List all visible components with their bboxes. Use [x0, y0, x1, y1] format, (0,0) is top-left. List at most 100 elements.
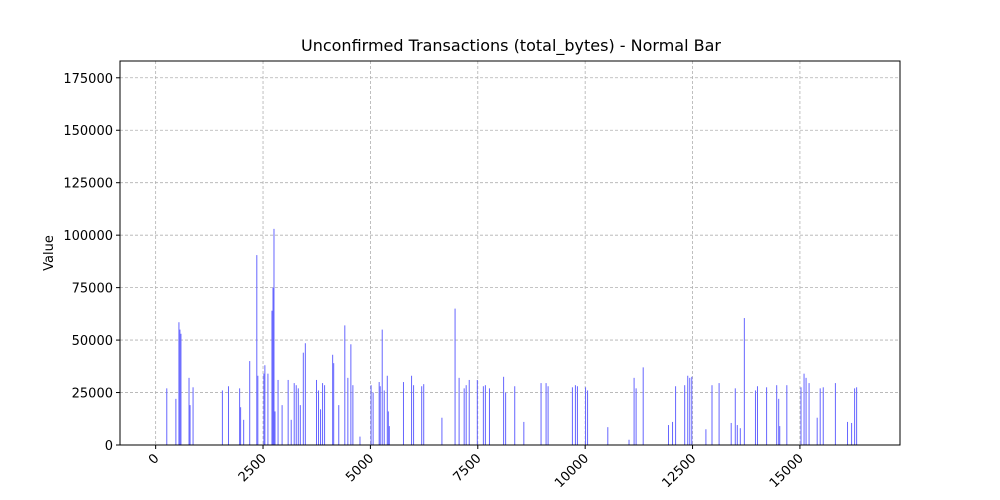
bar — [482, 386, 484, 445]
bar — [458, 377, 460, 445]
bar — [734, 388, 736, 445]
bar — [766, 387, 768, 445]
bar — [272, 287, 274, 445]
bar — [488, 388, 490, 445]
y-tick-label: 25000 — [72, 387, 113, 402]
bar — [687, 375, 689, 445]
bar — [189, 405, 191, 445]
bar — [333, 363, 335, 445]
bar — [287, 379, 289, 445]
bar — [271, 310, 273, 445]
bar — [851, 422, 853, 445]
y-tick-label: 0 — [105, 439, 113, 454]
bar — [359, 436, 361, 445]
bar — [743, 318, 745, 445]
bar — [227, 386, 229, 445]
bar — [290, 419, 292, 445]
bar — [776, 385, 778, 445]
bar — [243, 419, 245, 445]
bar — [476, 379, 478, 445]
x-tick-label: 0 — [146, 451, 162, 467]
bar — [545, 383, 547, 445]
bar — [607, 427, 609, 445]
bar — [273, 228, 275, 445]
bar — [718, 383, 720, 445]
bar — [179, 329, 181, 445]
bar — [423, 384, 425, 445]
bar — [628, 439, 630, 445]
bar — [574, 385, 576, 445]
bar — [736, 425, 738, 445]
bar — [257, 375, 259, 445]
bar — [295, 385, 297, 445]
bar — [834, 383, 836, 445]
bar — [856, 387, 858, 445]
x-tick-label: 5000 — [343, 451, 377, 485]
bar — [256, 255, 258, 445]
bar — [816, 417, 818, 445]
bar — [302, 352, 304, 445]
bar — [547, 386, 549, 445]
bar — [571, 387, 573, 445]
y-tick-label: 125000 — [63, 177, 113, 192]
bar — [175, 398, 177, 445]
bar — [274, 411, 276, 445]
bar — [754, 390, 756, 445]
bar — [180, 333, 182, 445]
x-tick-label: 15000 — [767, 451, 807, 491]
bar — [318, 390, 320, 445]
bar — [454, 308, 456, 445]
bar — [332, 354, 334, 445]
bar — [675, 386, 677, 445]
bar — [441, 417, 443, 445]
bar — [642, 367, 644, 445]
bar — [277, 379, 279, 445]
bar — [585, 387, 587, 445]
bar — [540, 383, 542, 445]
bar — [264, 365, 266, 445]
bar — [778, 398, 780, 445]
bar — [338, 405, 340, 445]
y-tick-label: 100000 — [63, 229, 113, 244]
bar — [188, 377, 190, 445]
bar — [705, 429, 707, 445]
bar — [263, 373, 265, 445]
bar — [711, 385, 713, 445]
bar — [672, 421, 674, 445]
bar — [576, 386, 578, 445]
bar — [822, 387, 824, 445]
bar — [293, 383, 295, 445]
bar — [667, 425, 669, 445]
bar — [800, 387, 802, 445]
y-tick-label: 175000 — [63, 72, 113, 87]
bar — [808, 383, 810, 445]
bar — [468, 379, 470, 445]
bar — [322, 383, 324, 445]
bar — [352, 385, 354, 445]
bar — [239, 388, 241, 445]
x-tick-label: 7500 — [451, 451, 485, 485]
bar — [221, 390, 223, 445]
bar — [324, 385, 326, 445]
bar — [413, 385, 415, 445]
y-tick-label: 75000 — [72, 282, 113, 297]
x-tick-label: 10000 — [552, 451, 592, 491]
bar — [299, 405, 301, 445]
bar — [739, 428, 741, 445]
bar — [387, 411, 389, 445]
bar — [350, 344, 352, 445]
bar — [386, 375, 388, 445]
bar — [370, 385, 372, 445]
bar — [379, 386, 381, 445]
bar — [320, 409, 322, 445]
chart-title: Unconfirmed Transactions (total_bytes) -… — [301, 36, 721, 56]
bar — [267, 373, 269, 445]
bar — [756, 386, 758, 445]
x-tick-label: 2500 — [236, 451, 270, 485]
bar — [316, 379, 318, 445]
bar — [633, 377, 635, 445]
bar — [378, 382, 380, 445]
bar — [635, 388, 637, 445]
x-tick-label: 12500 — [660, 451, 700, 491]
